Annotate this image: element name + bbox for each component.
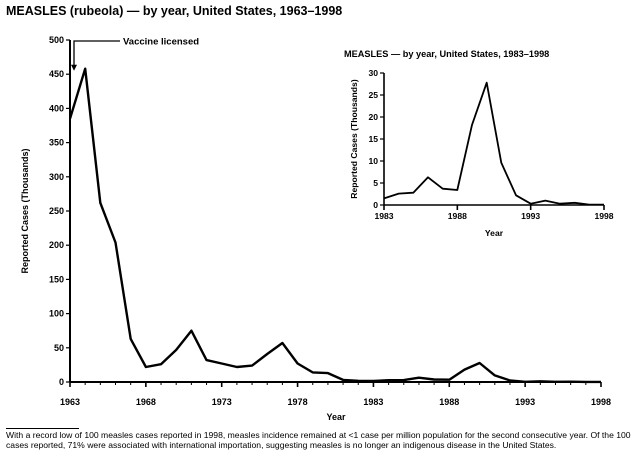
main-x-tick-label: 1988 <box>439 397 459 407</box>
main-y-tick-label: 100 <box>49 309 64 319</box>
main-y-tick-label: 350 <box>49 138 64 148</box>
main-y-tick-label: 0 <box>59 377 64 387</box>
inset-x-axis-label: Year <box>485 228 504 238</box>
inset-x-tick-label: 1983 <box>374 211 393 221</box>
main-y-axis-label: Reported Cases (Thousands) <box>20 148 30 273</box>
inset-y-tick-label: 15 <box>368 134 378 144</box>
inset-y-tick-label: 10 <box>368 156 378 166</box>
main-x-axis-label: Year <box>326 412 346 420</box>
main-x-tick-label: 1983 <box>363 397 383 407</box>
inset-x-tick-label: 1998 <box>594 211 613 221</box>
main-x-tick-label: 1978 <box>288 397 308 407</box>
inset-y-tick-label: 5 <box>373 178 378 188</box>
main-series-line <box>68 67 601 384</box>
footnote-rule <box>6 428 79 429</box>
inset-title: MEASLES — by year, United States, 1983–1… <box>344 49 549 59</box>
main-y-tick-label: 450 <box>49 69 64 79</box>
main-y-tick-label: 300 <box>49 172 64 182</box>
inset-x-tick-label: 1988 <box>448 211 467 221</box>
main-y-tick-label: 250 <box>49 206 64 216</box>
inset-y-axis-label: Reported Cases (Thousands) <box>349 79 359 199</box>
vaccine-annotation-line <box>73 40 120 66</box>
vaccine-annotation-label: Vaccine licensed <box>123 37 199 48</box>
chart-title: MEASLES (rubeola) — by year, United Stat… <box>6 4 343 18</box>
main-y-tick-label: 150 <box>49 274 64 284</box>
main-x-tick-label: 1998 <box>591 397 611 407</box>
main-y-tick-label: 50 <box>54 343 64 353</box>
inset-series-line <box>383 81 604 206</box>
main-x-tick-label: 1968 <box>136 397 156 407</box>
main-x-tick-label: 1993 <box>515 397 535 407</box>
main-x-tick-label: 1963 <box>60 397 80 407</box>
inset-y-tick-label: 30 <box>368 68 378 78</box>
main-y-tick-label: 200 <box>49 240 64 250</box>
footnote: With a record low of 100 measles cases r… <box>6 430 631 450</box>
inset-x-tick-label: 1993 <box>521 211 540 221</box>
inset-y-tick-label: 0 <box>373 200 378 210</box>
main-x-tick-label: 1973 <box>212 397 232 407</box>
inset-y-tick-label: 20 <box>368 112 378 122</box>
main-y-tick-label: 400 <box>49 103 64 113</box>
vaccine-annotation-arrow <box>71 64 77 71</box>
main-y-tick-label: 500 <box>49 35 64 45</box>
inset-y-tick-label: 25 <box>368 90 378 100</box>
